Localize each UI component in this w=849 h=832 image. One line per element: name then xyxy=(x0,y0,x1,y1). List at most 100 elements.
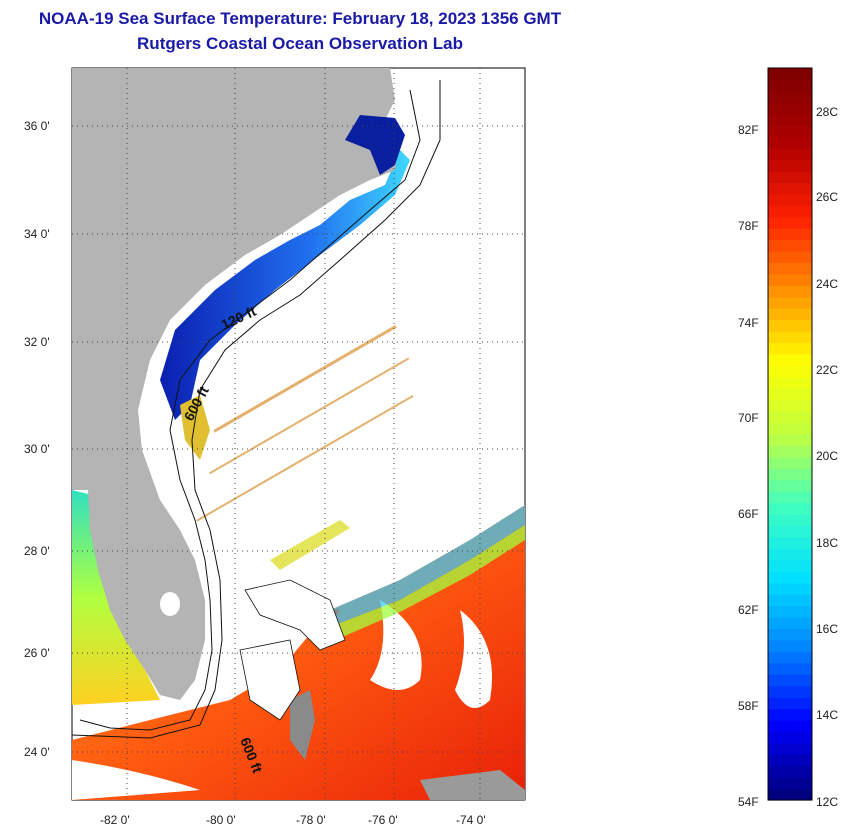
colorbar-band xyxy=(768,639,812,652)
colorbar-band xyxy=(768,536,812,549)
lat-label: 34 0' xyxy=(24,227,50,241)
lake-okeechobee xyxy=(160,592,180,616)
colorbar-c-label: 22C xyxy=(816,363,838,377)
colorbar-band xyxy=(768,353,812,366)
colorbar-band xyxy=(768,388,812,401)
colorbar-band xyxy=(768,365,812,378)
land-mainland xyxy=(72,68,400,700)
colorbar-band xyxy=(768,594,812,607)
colorbar-band xyxy=(768,697,812,710)
colorbar-band xyxy=(768,456,812,469)
colorbar-band xyxy=(768,754,812,767)
colorbar-band xyxy=(768,491,812,504)
lat-label: 26 0' xyxy=(24,646,50,660)
colorbar-f-label: 54F xyxy=(738,795,759,809)
colorbar-c-label: 26C xyxy=(816,190,838,204)
graticule xyxy=(72,68,525,800)
colorbar-band xyxy=(768,525,812,538)
colorbar-band xyxy=(768,285,812,298)
colorbar-f-label: 78F xyxy=(738,219,759,233)
colorbar-band xyxy=(768,674,812,687)
colorbar-band xyxy=(768,742,812,755)
map-subtitle: Rutgers Coastal Ocean Observation Lab xyxy=(137,34,463,53)
colorbar-band xyxy=(768,777,812,790)
colorbar-band xyxy=(768,514,812,527)
temperature-colorbar xyxy=(767,67,813,801)
colorbar-band xyxy=(768,617,812,630)
colorbar-band xyxy=(768,685,812,698)
longitude-labels: -82 0' -80 0' -78 0' -76 0' -74 0' xyxy=(100,813,486,827)
yellow-streak xyxy=(270,520,350,570)
bahama-bank xyxy=(244,579,346,651)
cold-coastal-water xyxy=(160,150,410,420)
colorbar-band xyxy=(768,376,812,389)
colorbar-f-label: 70F xyxy=(738,411,759,425)
colorbar-band xyxy=(768,216,812,229)
bahama-bank-south xyxy=(239,639,301,721)
colorbar-band xyxy=(768,708,812,721)
lon-label: -74 0' xyxy=(456,813,486,827)
colorbar-band xyxy=(768,319,812,332)
colorbar-f-label: 62F xyxy=(738,603,759,617)
lon-label: -76 0' xyxy=(368,813,398,827)
lon-label: -80 0' xyxy=(206,813,236,827)
front-band-green xyxy=(335,525,525,638)
colorbar-band xyxy=(768,102,812,115)
colorbar-band xyxy=(768,296,812,309)
colorbar-band xyxy=(768,342,812,355)
colorbar-band xyxy=(768,719,812,732)
colorbar-band xyxy=(768,662,812,675)
yellow-coastal-pixels xyxy=(180,395,210,460)
scattered-sst-pixels xyxy=(196,325,414,522)
lon-label: -82 0' xyxy=(100,813,130,827)
colorbar-band xyxy=(768,205,812,218)
colorbar-band xyxy=(768,262,812,275)
colorbar-c-label: 28C xyxy=(816,105,838,119)
colorbar-band xyxy=(768,273,812,286)
colorbar-band xyxy=(768,136,812,149)
colorbar-f-labels: 82F 78F 74F 70F 66F 62F 58F 54F xyxy=(738,123,759,809)
colorbar-c-label: 16C xyxy=(816,622,838,636)
colorbar-f-label: 74F xyxy=(738,316,759,330)
colorbar-c-label: 14C xyxy=(816,708,838,722)
colorbar-band xyxy=(768,548,812,561)
colorbar-band xyxy=(768,125,812,138)
colorbar-band xyxy=(768,628,812,641)
cloud-patch xyxy=(180,653,260,700)
cloud-patch xyxy=(370,600,422,690)
colorbar-f-label: 66F xyxy=(738,507,759,521)
colorbar-band xyxy=(768,434,812,447)
colorbar-frame xyxy=(767,67,813,801)
colorbar-band xyxy=(768,251,812,264)
colorbar-band xyxy=(768,502,812,515)
contour-120ft xyxy=(79,89,421,731)
sound-water xyxy=(345,115,405,175)
colorbar-band xyxy=(768,468,812,481)
colorbar-c-labels: 28C 26C 24C 22C 20C 18C 16C 14C 12C xyxy=(816,105,838,809)
lat-label: 30 0' xyxy=(24,442,50,456)
cloud-patch xyxy=(72,760,200,800)
colorbar-c-label: 12C xyxy=(816,795,838,809)
colorbar-band xyxy=(768,90,812,103)
land-cuba xyxy=(420,770,525,800)
colorbar-band xyxy=(768,479,812,492)
colorbar-band xyxy=(768,422,812,435)
colorbar-f-label: 82F xyxy=(738,123,759,137)
colorbar-band xyxy=(768,308,812,321)
colorbar-band xyxy=(768,571,812,584)
colorbar-band xyxy=(768,113,812,126)
colorbar-band xyxy=(768,228,812,241)
colorbar-band xyxy=(768,605,812,618)
colorbar-band xyxy=(768,788,812,801)
colorbar-band xyxy=(768,193,812,206)
colorbar-c-label: 18C xyxy=(816,536,838,550)
colorbar-band xyxy=(768,411,812,424)
latitude-labels: 36 0' 34 0' 32 0' 30 0' 28 0' 26 0' 24 0… xyxy=(24,119,50,759)
colorbar-band xyxy=(768,651,812,664)
colorbar-band xyxy=(768,765,812,778)
colorbar-band xyxy=(768,170,812,183)
lat-label: 36 0' xyxy=(24,119,50,133)
colorbar-band xyxy=(768,79,812,92)
colorbar-f-label: 58F xyxy=(738,699,759,713)
